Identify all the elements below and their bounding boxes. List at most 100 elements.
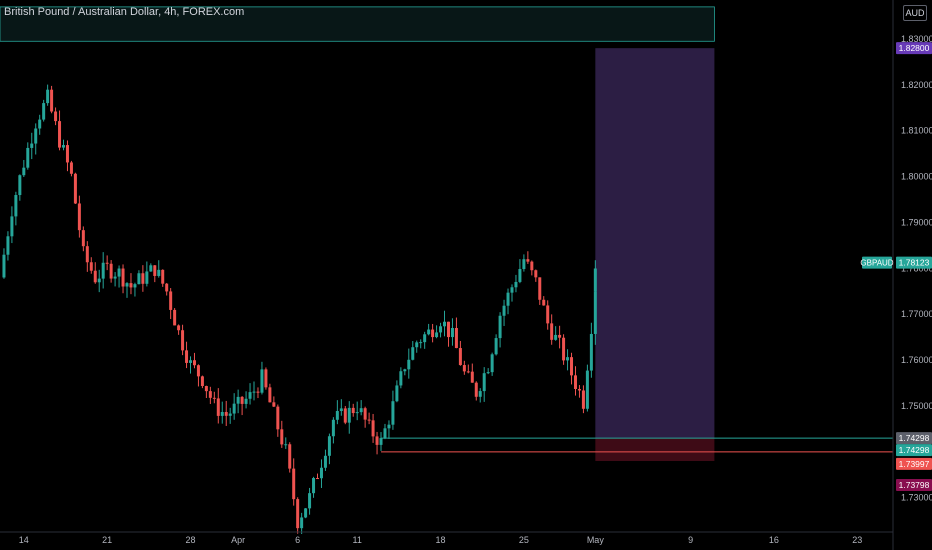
candle-down bbox=[530, 261, 534, 271]
symbol-tag-bg bbox=[862, 256, 892, 269]
target-price-label-bg bbox=[896, 42, 932, 55]
candle-down bbox=[562, 337, 566, 361]
candle-up bbox=[323, 455, 327, 468]
candle-down bbox=[268, 387, 272, 403]
candle-up bbox=[335, 411, 339, 420]
candle-down bbox=[375, 436, 379, 445]
candle-down bbox=[538, 277, 542, 300]
candle-up bbox=[304, 508, 308, 518]
candle-down bbox=[141, 273, 145, 284]
y-tick-label: 1.73000 bbox=[901, 493, 932, 503]
candle-up bbox=[403, 369, 407, 372]
candle-up bbox=[308, 493, 312, 509]
candle-down bbox=[58, 121, 62, 148]
candle-down bbox=[129, 283, 133, 288]
x-tick-label: 23 bbox=[852, 535, 862, 545]
candle-down bbox=[192, 360, 196, 366]
candle-down bbox=[65, 145, 69, 163]
candle-up bbox=[415, 342, 419, 348]
candle-up bbox=[236, 396, 240, 404]
entry-price-label-2: 1.74298 bbox=[899, 445, 930, 455]
candle-up bbox=[189, 360, 193, 363]
entry-price-label-2-bg bbox=[896, 444, 932, 457]
candle-down bbox=[50, 89, 54, 112]
candle-down bbox=[470, 371, 474, 383]
candle-up bbox=[319, 467, 323, 479]
candle-down bbox=[371, 420, 375, 437]
candle-up bbox=[423, 334, 427, 343]
candle-down bbox=[570, 357, 574, 376]
candle-up bbox=[339, 408, 343, 412]
candle-up bbox=[566, 357, 570, 361]
candle-up bbox=[14, 195, 18, 217]
stop-price-label-bg bbox=[896, 457, 932, 470]
candle-up bbox=[220, 412, 224, 416]
candle-down bbox=[256, 391, 260, 393]
x-tick-label: 28 bbox=[185, 535, 195, 545]
candle-down bbox=[292, 468, 296, 500]
candle-up bbox=[2, 254, 6, 278]
candle-up bbox=[490, 354, 494, 373]
candle-down bbox=[526, 259, 530, 262]
candle-up bbox=[498, 315, 502, 339]
candle-up bbox=[510, 287, 514, 293]
candle-down bbox=[77, 203, 81, 231]
y-tick-label: 1.82000 bbox=[901, 80, 932, 90]
candle-up bbox=[502, 305, 506, 316]
candle-down bbox=[240, 396, 244, 404]
x-tick-label: 11 bbox=[353, 535, 362, 545]
candle-up bbox=[232, 403, 236, 414]
stop-zone-price-label: 1.73798 bbox=[899, 480, 930, 490]
candle-down bbox=[204, 386, 208, 392]
currency-badge[interactable]: AUD bbox=[903, 5, 927, 21]
candle-down bbox=[161, 269, 165, 284]
symbol-title[interactable]: British Pound / Australian Dollar, 4h, F… bbox=[4, 6, 245, 18]
candle-down bbox=[343, 408, 347, 423]
candle-up bbox=[450, 328, 454, 338]
candle-up bbox=[383, 428, 387, 439]
candle-up bbox=[6, 236, 10, 255]
candle-up bbox=[359, 408, 363, 413]
x-tick-label: 9 bbox=[688, 535, 693, 545]
x-tick-label: 14 bbox=[19, 535, 29, 545]
candle-up bbox=[486, 372, 490, 374]
candle-up bbox=[478, 391, 482, 397]
candle-up bbox=[260, 369, 264, 393]
profit-zone bbox=[595, 48, 715, 439]
candle-up bbox=[411, 347, 415, 360]
candle-up bbox=[554, 334, 558, 340]
y-tick-label: 1.77000 bbox=[901, 309, 932, 319]
y-tick-label: 1.79000 bbox=[901, 217, 932, 227]
candle-down bbox=[573, 375, 577, 390]
candle-up bbox=[514, 281, 518, 288]
candle-up bbox=[589, 333, 593, 371]
candle-down bbox=[558, 334, 562, 338]
candle-down bbox=[177, 325, 181, 331]
candle-down bbox=[109, 263, 113, 279]
candle-up bbox=[593, 291, 597, 334]
y-tick-label: 1.76000 bbox=[901, 355, 932, 365]
candle-up bbox=[38, 119, 42, 129]
candle-down bbox=[85, 246, 89, 263]
candle-down bbox=[54, 111, 58, 122]
y-tick-label: 1.83000 bbox=[901, 34, 932, 44]
candle-up bbox=[133, 284, 137, 288]
candle-down bbox=[196, 365, 200, 377]
candle-up bbox=[125, 283, 129, 287]
candle-up bbox=[506, 292, 510, 306]
candle-down bbox=[363, 408, 367, 420]
candle-up bbox=[10, 216, 14, 237]
candle-up bbox=[407, 359, 411, 370]
candle-up bbox=[399, 371, 403, 386]
candle-up bbox=[482, 373, 486, 392]
target-price-label: 1.82800 bbox=[899, 43, 930, 53]
candle-down bbox=[446, 321, 450, 338]
candle-down bbox=[153, 265, 157, 276]
candle-down bbox=[173, 309, 177, 326]
candle-down bbox=[458, 348, 462, 366]
last-price-label: 1.78123 bbox=[899, 258, 930, 268]
candle-up bbox=[157, 269, 161, 276]
candle-up bbox=[22, 167, 26, 176]
candle-down bbox=[474, 382, 478, 397]
